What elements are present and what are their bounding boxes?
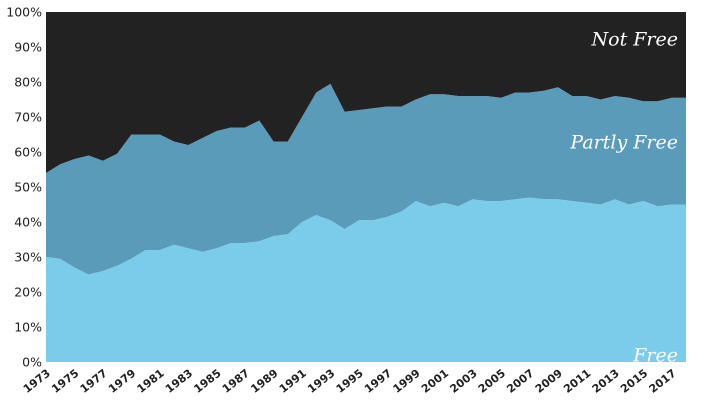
x-tick-label: 1985 [191, 367, 223, 396]
y-tick-label: 30% [14, 250, 42, 265]
y-tick-label: 100% [6, 5, 42, 20]
x-tick-label: 2009 [533, 367, 565, 396]
area-not-free [46, 12, 686, 173]
x-tick-label: 1993 [305, 367, 337, 396]
x-tick-label: 1989 [248, 367, 280, 396]
y-tick-label: 90% [14, 40, 42, 55]
y-tick-label: 20% [14, 285, 42, 300]
y-tick-label: 50% [14, 180, 42, 195]
x-tick-label: 2013 [590, 367, 622, 396]
x-tick-label: 1977 [78, 367, 110, 396]
x-tick-label: 1983 [163, 367, 195, 396]
x-tick-label: 1999 [391, 367, 423, 396]
series-label-not-free: Not Free [591, 28, 679, 50]
y-tick-label: 60% [14, 145, 42, 160]
series-labels: Free Partly Free Not Free [569, 28, 678, 366]
x-tick-label: 1997 [362, 367, 394, 396]
plot-areas [46, 12, 686, 362]
x-tick-label: 2011 [561, 367, 593, 396]
y-tick-label: 70% [14, 110, 42, 125]
area-partly-free [46, 83, 686, 275]
y-tick-label: 0% [22, 355, 42, 370]
x-tick-label: 2003 [447, 367, 479, 396]
x-tick-label: 1973 [21, 367, 53, 396]
x-tick-label: 1991 [277, 367, 309, 396]
series-label-free: Free [632, 345, 678, 367]
y-axis: 0% 10% 20% 30% 40% 50% 60% 70% 80% 90% 100% [6, 5, 42, 370]
x-tick-label: 1987 [220, 367, 252, 396]
x-axis: 1973197519771979198119831985198719891991… [21, 367, 679, 396]
area-free [46, 197, 686, 362]
x-tick-label: 1979 [106, 367, 138, 396]
x-tick-label: 1975 [49, 367, 81, 396]
x-tick-label: 2001 [419, 367, 451, 396]
x-tick-label: 1981 [135, 367, 167, 396]
x-tick-label: 2005 [476, 367, 508, 396]
x-tick-label: 2015 [618, 367, 650, 396]
x-tick-label: 1995 [334, 367, 366, 396]
x-tick-label: 2007 [504, 367, 536, 396]
y-tick-label: 40% [14, 215, 42, 230]
y-tick-label: 80% [14, 75, 42, 90]
x-tick-label: 2017 [647, 367, 679, 396]
series-label-partly-free: Partly Free [569, 131, 678, 153]
y-tick-label: 10% [14, 320, 42, 335]
